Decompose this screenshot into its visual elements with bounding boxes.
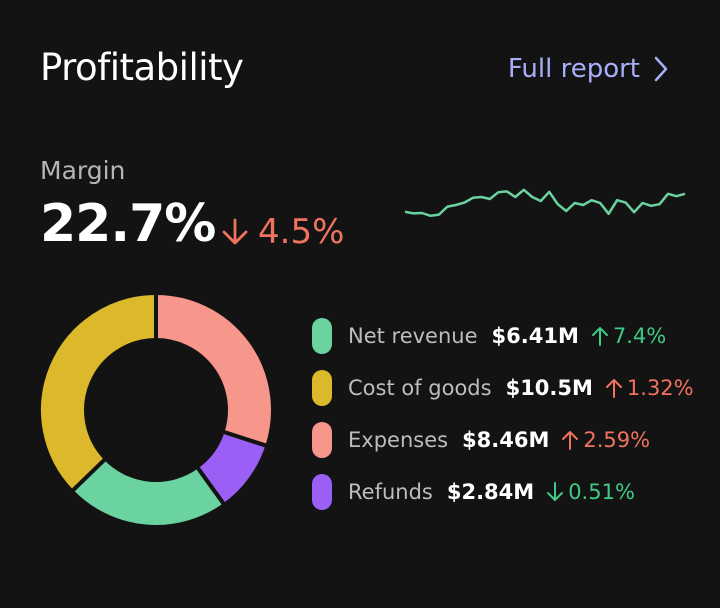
full-report-link[interactable]: Full report	[508, 54, 668, 84]
legend-delta-value: 7.4%	[612, 324, 667, 348]
legend-name: Cost of goods	[348, 376, 492, 400]
legend-delta: 2.59%	[561, 428, 650, 452]
sparkline-path	[404, 188, 686, 218]
legend-swatch	[312, 370, 332, 406]
margin-value: 22.7%	[40, 194, 216, 254]
legend: Net revenue $6.41M 7.4% Cost of goods $1…	[312, 310, 694, 518]
legend-delta-value: 1.32%	[626, 376, 694, 400]
arrow-down-icon	[222, 218, 248, 245]
margin-label: Margin	[40, 156, 126, 185]
legend-swatch	[312, 422, 332, 458]
legend-value: $6.41M	[491, 324, 579, 348]
arrow-down-icon	[547, 482, 564, 501]
legend-item: Refunds $2.84M 0.51%	[312, 466, 694, 518]
donut-slice-cost-of-goods	[37, 290, 158, 495]
arrow-up-icon	[591, 327, 608, 346]
chevron-right-icon	[654, 56, 668, 82]
legend-name: Refunds	[348, 480, 433, 504]
legend-delta: 7.4%	[591, 324, 666, 348]
legend-swatch	[312, 474, 332, 510]
margin-delta-value: 4.5%	[258, 212, 345, 252]
legend-value: $8.46M	[462, 428, 550, 452]
legend-item: Net revenue $6.41M 7.4%	[312, 310, 694, 362]
legend-delta-value: 2.59%	[583, 428, 651, 452]
arrow-up-icon	[605, 379, 622, 398]
donut-chart	[37, 290, 275, 529]
full-report-label: Full report	[507, 54, 640, 84]
legend-delta: 0.51%	[546, 480, 635, 504]
legend-value: $2.84M	[446, 480, 535, 504]
margin-delta: 4.5%	[220, 212, 344, 252]
legend-name: Expenses	[348, 428, 449, 452]
legend-name: Net revenue	[348, 324, 478, 348]
legend-swatch	[312, 318, 332, 354]
arrow-up-icon	[562, 431, 579, 450]
legend-delta-value: 0.51%	[568, 480, 635, 504]
legend-value: $10.5M	[505, 376, 593, 400]
margin-sparkline	[404, 188, 686, 218]
legend-item: Cost of goods $10.5M 1.32%	[312, 362, 694, 414]
card-title: Profitability	[40, 46, 244, 89]
legend-delta: 1.32%	[605, 376, 694, 400]
donut-slice-expenses	[154, 290, 275, 449]
legend-item: Expenses $8.46M 2.59%	[312, 414, 694, 466]
